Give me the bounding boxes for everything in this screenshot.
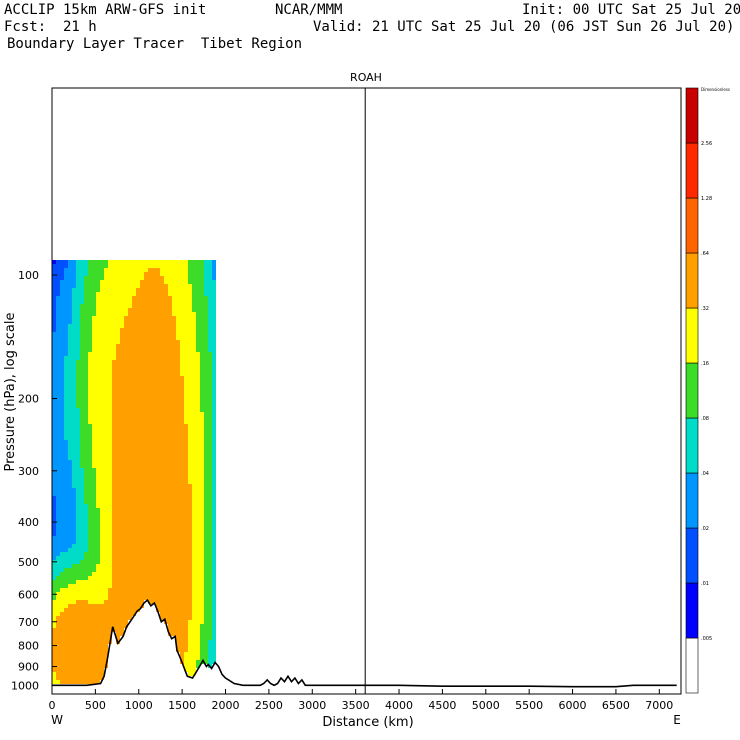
colorbar-segment (685, 307, 699, 364)
x-tick-label: 7000 (645, 699, 673, 712)
colorbar-segment (685, 362, 699, 419)
chart-title: ROAH (350, 71, 382, 84)
colorbar: .005 .01 .02 .04 .08 .16 .32 .64 1.28 2.56 Dimensi… (685, 87, 730, 694)
colorbar-label: .005 (701, 636, 712, 642)
x-end-label-west: W (51, 713, 63, 727)
y-tick-label: 600 (18, 588, 39, 601)
x-tick-label: 0 (49, 699, 56, 712)
colorbar-label: .01 (701, 581, 709, 587)
y-axis-label: Pressure (hPa), log scale (3, 313, 18, 472)
y-tick-label: 700 (18, 616, 39, 629)
x-end-label-east: E (673, 713, 681, 727)
plot-frame (51, 87, 682, 695)
x-tick-label: 2000 (212, 699, 240, 712)
header-org: NCAR/MMM (275, 2, 343, 18)
x-tick-label: 3000 (298, 699, 326, 712)
colorbar-segment (685, 87, 699, 144)
y-tick-label: 200 (18, 393, 39, 406)
colorbar-label: 2.56 (701, 141, 712, 147)
colorbar-label: .64 (701, 251, 709, 257)
y-tick-label: 1000 (11, 679, 39, 692)
x-tick-label: 5000 (472, 699, 500, 712)
y-tick-label: 900 (18, 661, 39, 674)
y-tick-label: 300 (18, 465, 39, 478)
x-tick-label: 3500 (342, 699, 370, 712)
colorbar-segment (685, 417, 699, 474)
x-tick-label: 2500 (255, 699, 283, 712)
y-tick-label: 100 (18, 269, 39, 282)
colorbar-label: .16 (701, 361, 709, 367)
colorbar-segment (685, 252, 699, 309)
x-tick-label: 1500 (168, 699, 196, 712)
x-tick-label: 5500 (515, 699, 543, 712)
colorbar-label: .32 (701, 306, 709, 312)
header-fcst-value: 21 h (63, 19, 97, 35)
header-fcst-label: Fcst: (4, 19, 47, 35)
colorbar-segment (685, 527, 699, 584)
colorbar-segment (685, 197, 699, 254)
colorbar-segment (685, 637, 699, 694)
header-valid: Valid: 21 UTC Sat 25 Jul 20 (06 JST Sun … (313, 19, 735, 35)
x-tick-label: 4000 (385, 699, 413, 712)
colorbar-label: .02 (701, 526, 709, 532)
x-tick-label: 6000 (559, 699, 587, 712)
x-tick-label: 1000 (125, 699, 153, 712)
tracer-field (52, 260, 216, 684)
terrain-line (52, 598, 677, 688)
header-subtitle: Boundary Layer Tracer Tibet Region (7, 36, 303, 52)
colorbar-segment (685, 472, 699, 529)
x-tick-label: 500 (85, 699, 106, 712)
colorbar-label: .08 (701, 416, 709, 422)
header-model: ACCLIP 15km ARW-GFS init (4, 2, 207, 18)
y-tick-label: 400 (18, 516, 39, 529)
colorbar-units: Dimensionless (701, 87, 730, 92)
colorbar-label: .04 (701, 471, 709, 477)
colorbar-label: 1.28 (701, 196, 712, 202)
x-tick-label: 4500 (428, 699, 456, 712)
y-tick-label: 500 (18, 556, 39, 569)
x-axis-label: Distance (km) (322, 715, 413, 730)
colorbar-segment (685, 582, 699, 639)
y-tick-label: 800 (18, 640, 39, 653)
header-init: Init: 00 UTC Sat 25 Jul 20 (522, 2, 740, 18)
colorbar-segment (685, 142, 699, 199)
x-tick-label: 6500 (602, 699, 630, 712)
